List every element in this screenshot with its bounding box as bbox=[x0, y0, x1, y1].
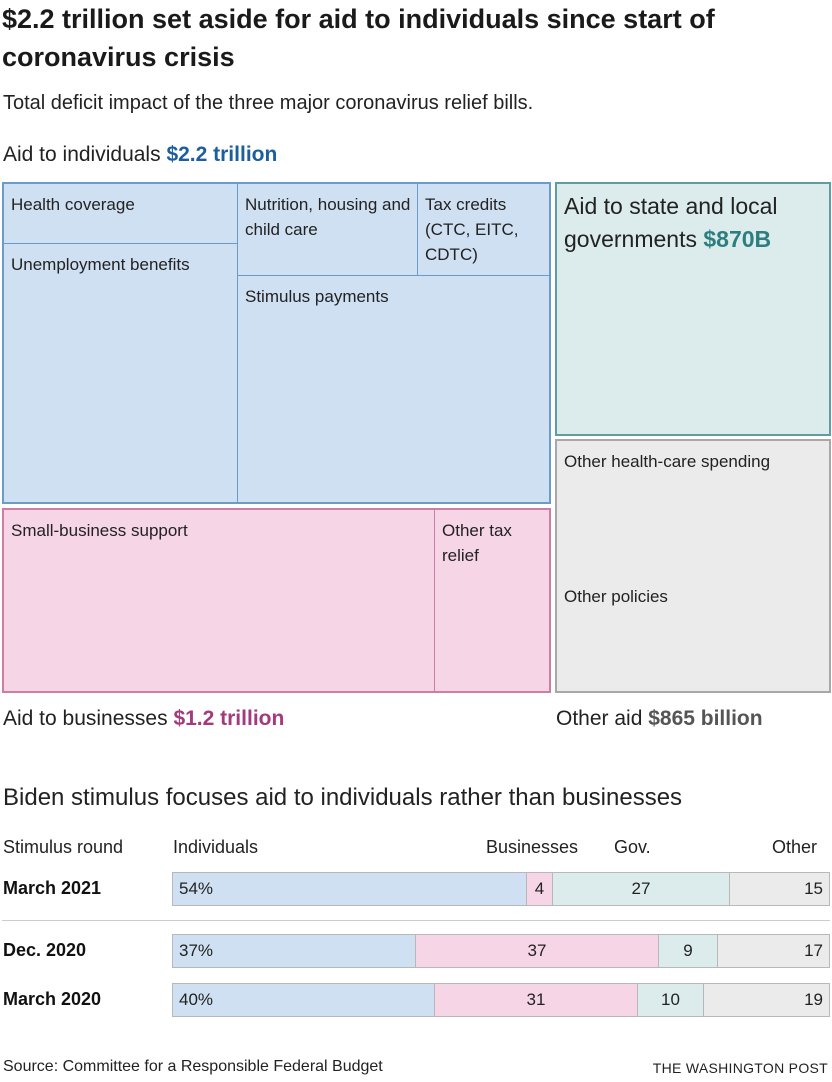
individuals-label-text: Aid to individuals bbox=[3, 143, 167, 166]
bar-segment-gov-march-2020: 10 bbox=[638, 984, 704, 1016]
bar-segment-other-dec-2020: 17 bbox=[718, 935, 829, 967]
tile-stimulus-payments-label: Stimulus payments bbox=[245, 287, 389, 306]
col-header-gov: Gov. bbox=[614, 837, 651, 857]
tile-other-tax-relief: Other tax relief bbox=[435, 510, 549, 691]
tile-other-tax-relief-label: Other tax relief bbox=[442, 521, 512, 565]
tile-unemployment-label: Unemployment benefits bbox=[11, 255, 190, 274]
row-label-march-2021: March 2021 bbox=[3, 878, 102, 898]
bar-value-label: 37 bbox=[527, 941, 547, 960]
bar-segment-gov-dec-2020: 9 bbox=[659, 935, 718, 967]
bar-value-label: 37% bbox=[179, 941, 214, 960]
bar-value-label: 31 bbox=[526, 990, 546, 1009]
tile-other-policies: Other policies bbox=[557, 576, 829, 691]
tile-tax-credits: Tax credits (CTC, EITC, CDTC) bbox=[418, 184, 549, 276]
bar-chart-title: Biden stimulus focuses aid to individual… bbox=[3, 784, 683, 811]
bar-segment-other-march-2020: 19 bbox=[704, 984, 829, 1016]
bar-value-label: 10 bbox=[661, 990, 680, 1009]
tile-unemployment: Unemployment benefits bbox=[4, 244, 238, 502]
individuals-amount: $2.2 trillion bbox=[166, 143, 278, 166]
row-label-march-2020: March 2020 bbox=[3, 989, 102, 1009]
tile-stimulus-payments: Stimulus payments bbox=[238, 276, 549, 502]
bar-segment-businesses-march-2020: 31 bbox=[435, 984, 638, 1016]
stacked-bar-march-2021: 54% 4 27 15 bbox=[172, 872, 830, 906]
chart-subtitle: Total deficit impact of the three major … bbox=[3, 92, 534, 114]
other-amount: $865 billion bbox=[648, 707, 763, 730]
tile-small-business-label: Small-business support bbox=[11, 521, 188, 540]
bar-value-label: 9 bbox=[683, 941, 693, 960]
tile-tax-credits-label: Tax credits (CTC, EITC, CDTC) bbox=[425, 195, 519, 264]
state-local-group-box bbox=[555, 182, 831, 436]
bar-value-label: 4 bbox=[534, 879, 545, 898]
tile-other-health-label: Other health-care spending bbox=[564, 452, 771, 471]
bar-segment-individuals-dec-2020: 37% bbox=[173, 935, 416, 967]
tile-small-business: Small-business support bbox=[4, 510, 435, 691]
tile-health-coverage-label: Health coverage bbox=[11, 195, 135, 214]
row-divider bbox=[2, 920, 830, 921]
bar-segment-businesses-dec-2020: 37 bbox=[416, 935, 659, 967]
bar-segment-businesses-march-2021: 4 bbox=[527, 873, 553, 905]
state-local-label: Aid to state and local governments $870B bbox=[564, 190, 824, 256]
bar-segment-other-march-2021: 15 bbox=[730, 873, 829, 905]
bar-value-label: 17 bbox=[804, 941, 823, 960]
source-note: Source: Committee for a Responsible Fede… bbox=[3, 1058, 383, 1075]
bar-value-label: 19 bbox=[804, 990, 823, 1009]
stacked-bar-march-2020: 40% 31 10 19 bbox=[172, 983, 830, 1017]
bar-value-label: 40% bbox=[179, 990, 214, 1009]
bar-segment-gov-march-2021: 27 bbox=[553, 873, 730, 905]
tile-other-health: Other health-care spending bbox=[557, 441, 829, 576]
col-header-other: Other bbox=[772, 837, 818, 857]
businesses-group-box bbox=[2, 508, 551, 693]
state-local-label-text: Aid to state and local governments bbox=[564, 193, 778, 252]
bar-value-label: 54% bbox=[179, 879, 214, 898]
col-header-individuals: Individuals bbox=[173, 837, 259, 857]
tile-health-coverage: Health coverage bbox=[4, 184, 238, 244]
tile-nutrition-label: Nutrition, housing and child care bbox=[245, 195, 411, 239]
individuals-group-box bbox=[2, 182, 551, 504]
bar-value-label: 27 bbox=[631, 879, 651, 898]
businesses-amount: $1.2 trillion bbox=[173, 707, 285, 730]
bar-segment-individuals-march-2020: 40% bbox=[173, 984, 435, 1016]
bar-segment-individuals-march-2021: 54% bbox=[173, 873, 527, 905]
other-group-label: Other aid $865 billion bbox=[556, 707, 763, 731]
row-label-dec-2020: Dec. 2020 bbox=[3, 940, 87, 960]
other-label-text: Other aid bbox=[556, 707, 649, 730]
businesses-group-label: Aid to businesses $1.2 trillion bbox=[3, 707, 284, 731]
col-header-businesses: Businesses bbox=[486, 837, 579, 857]
bar-value-label: 15 bbox=[804, 879, 823, 898]
row-header: Stimulus round bbox=[3, 837, 124, 857]
tile-nutrition: Nutrition, housing and child care bbox=[238, 184, 418, 276]
stacked-bar-dec-2020: 37% 37 9 17 bbox=[172, 934, 830, 968]
tile-other-policies-label: Other policies bbox=[564, 587, 668, 606]
state-local-amount: $870B bbox=[703, 226, 772, 252]
businesses-label-text: Aid to businesses bbox=[3, 707, 174, 730]
individuals-group-label: Aid to individuals $2.2 trillion bbox=[3, 143, 277, 167]
chart-title: $2.2 trillion set aside for aid to indiv… bbox=[2, 4, 715, 72]
other-group-box bbox=[555, 439, 831, 693]
publisher-credit: THE WASHINGTON POST bbox=[652, 1060, 828, 1076]
